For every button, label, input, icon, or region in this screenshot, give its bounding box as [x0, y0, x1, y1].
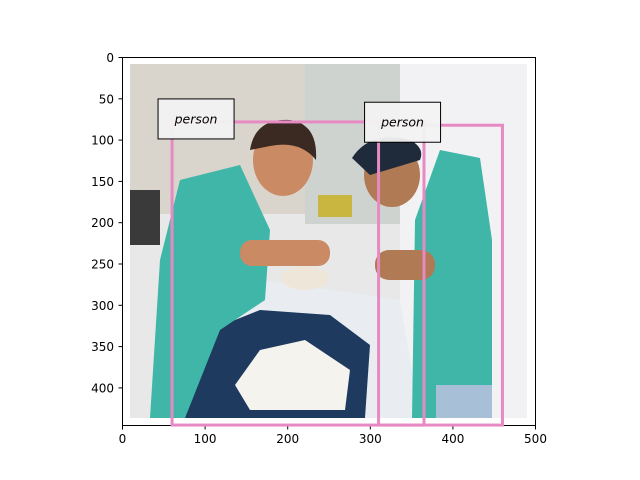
surgeon-right-pants — [436, 385, 492, 418]
y-axis: 0 50 100 150 200 250 300 350 400 — [91, 51, 123, 395]
detection-label-box — [157, 98, 235, 140]
detection-label-box — [364, 101, 442, 143]
y-tick-label: 150 — [91, 175, 114, 189]
surgeon-left-body — [150, 165, 270, 418]
detection-box — [170, 120, 426, 427]
paper-drape — [235, 340, 350, 410]
y-tick-label: 50 — [99, 92, 114, 106]
y-tick-label: 0 — [106, 51, 114, 65]
supply-box — [318, 195, 352, 217]
y-tick-label: 300 — [91, 299, 114, 313]
x-tick-label: 100 — [194, 432, 217, 446]
detections: person person — [157, 98, 504, 427]
surgeon-right-body — [412, 150, 492, 418]
y-tick-label: 100 — [91, 134, 114, 148]
detection-label: person — [174, 111, 218, 126]
x-tick-label: 200 — [276, 432, 299, 446]
x-tick-label: 300 — [359, 432, 382, 446]
y-tick-label: 250 — [91, 258, 114, 272]
y-tick-label: 350 — [91, 340, 114, 354]
x-tick-label: 400 — [441, 432, 464, 446]
x-tick-label: 0 — [119, 432, 127, 446]
x-tick-label: 500 — [524, 432, 547, 446]
detection-label: person — [380, 115, 424, 130]
monitor-device — [130, 190, 160, 245]
x-axis: 0 100 200 300 400 500 — [119, 425, 547, 446]
surgeon-left-glove — [281, 266, 329, 290]
surgeon-right-bandana — [352, 137, 422, 175]
photo — [130, 64, 527, 418]
surgeon-right-arm — [375, 250, 435, 280]
surgeon-left-hair — [250, 119, 317, 160]
y-tick-label: 200 — [91, 216, 114, 230]
surgeon-left-arm — [240, 240, 330, 266]
y-tick-label: 400 — [91, 381, 114, 395]
